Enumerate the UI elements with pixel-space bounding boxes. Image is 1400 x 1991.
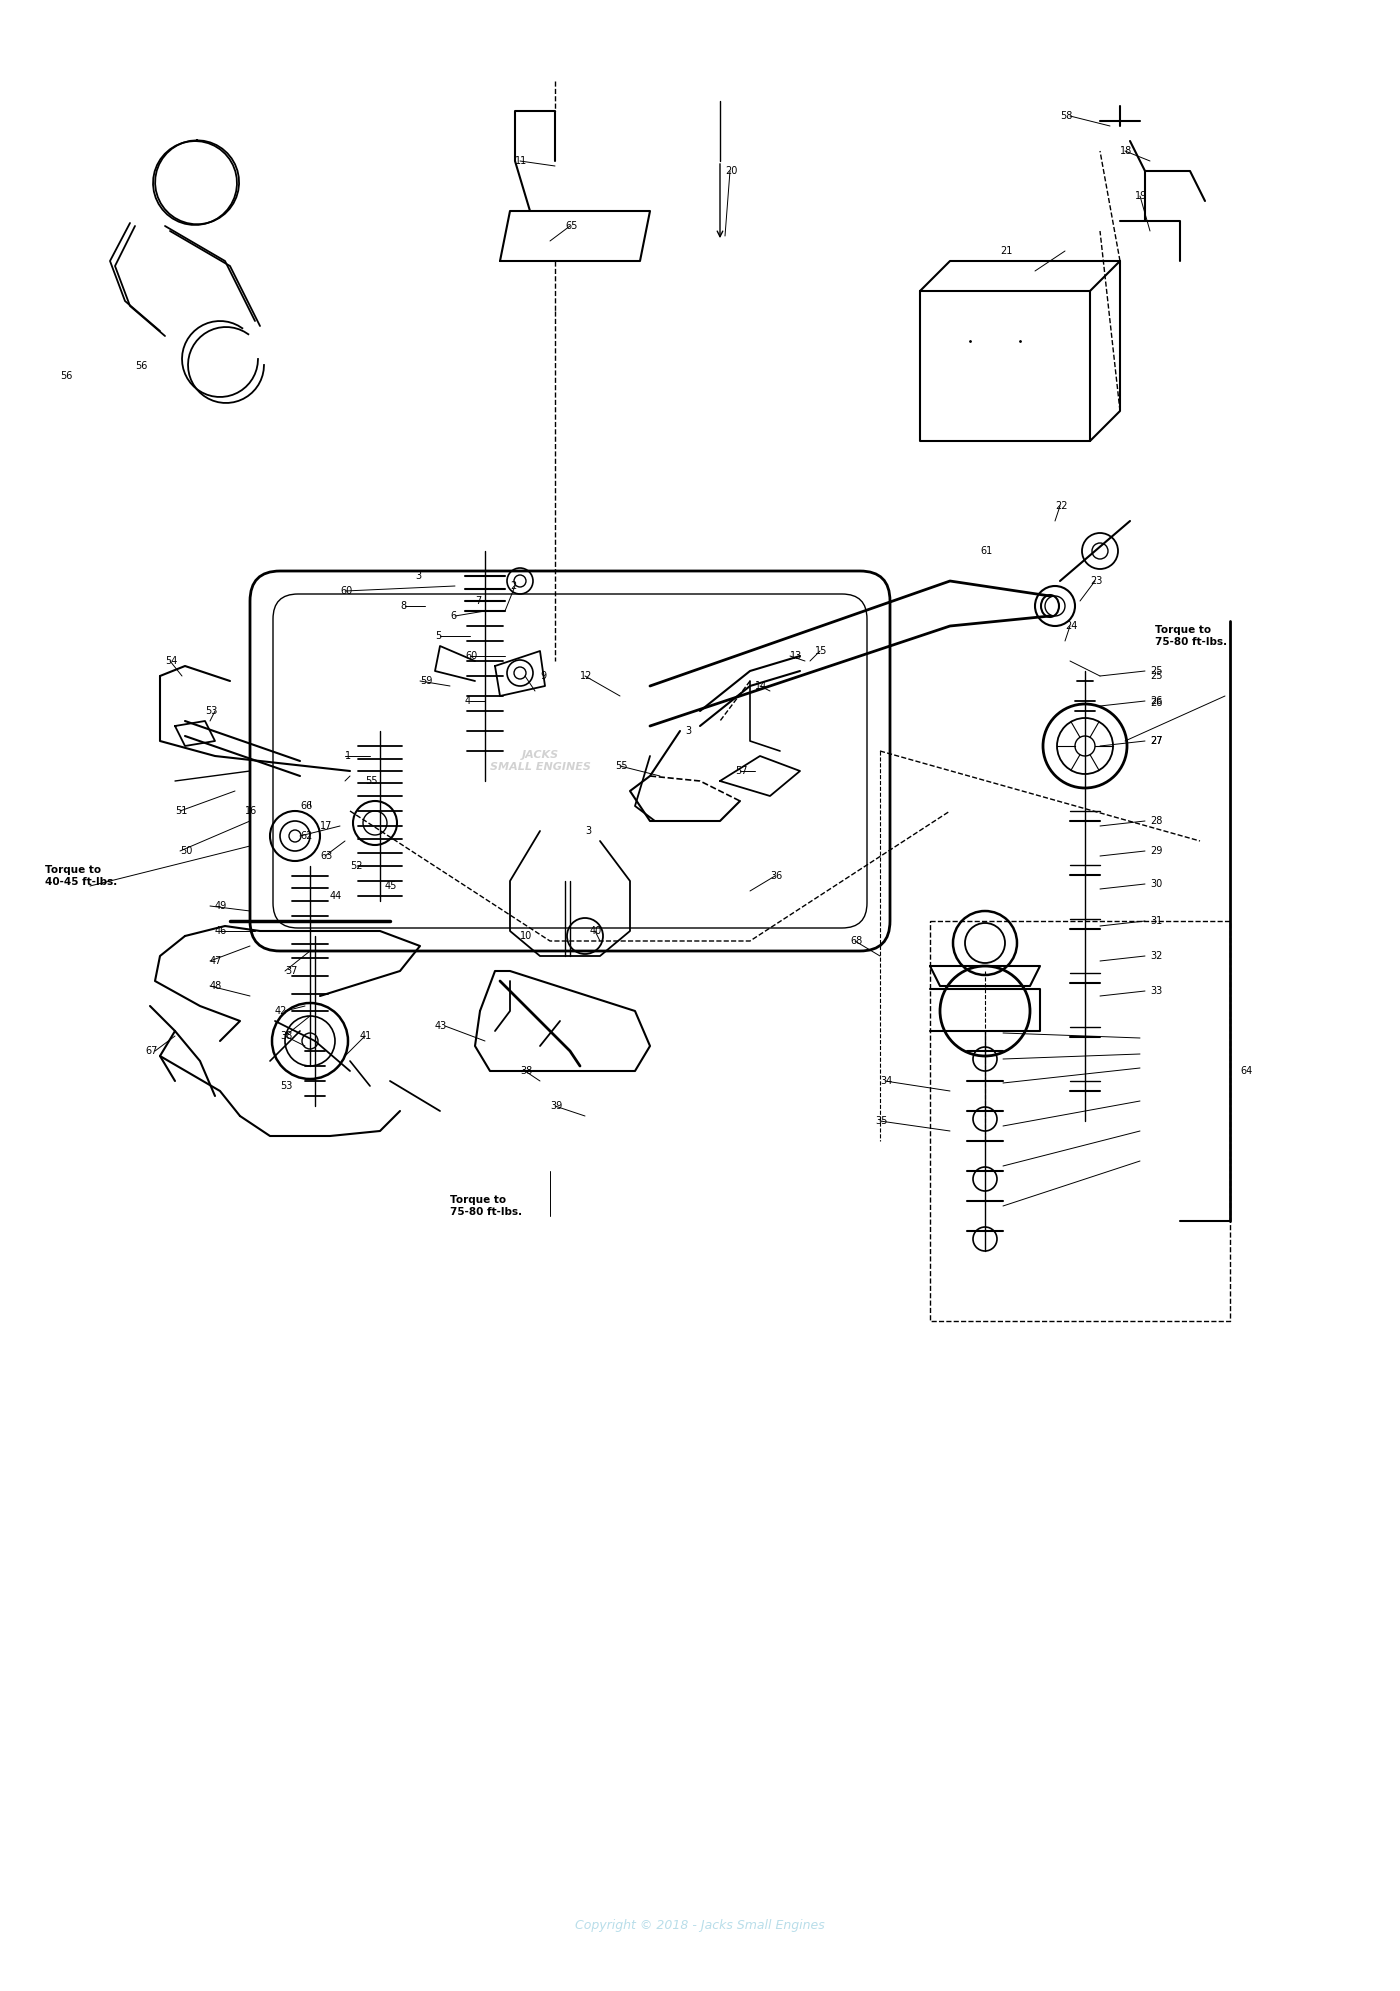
- Text: 39: 39: [550, 1101, 563, 1111]
- Text: 49: 49: [216, 902, 227, 912]
- Text: 53: 53: [204, 707, 217, 717]
- Text: 26: 26: [1149, 699, 1162, 709]
- Text: 62: 62: [300, 830, 312, 840]
- Text: 61: 61: [980, 546, 993, 555]
- Text: 17: 17: [321, 820, 332, 830]
- Text: Torque to
75-80 ft-lbs.: Torque to 75-80 ft-lbs.: [1155, 625, 1228, 647]
- Text: Torque to
40-45 ft-lbs.: Torque to 40-45 ft-lbs.: [45, 866, 118, 886]
- Text: 9: 9: [540, 671, 546, 681]
- Text: 40: 40: [589, 926, 602, 936]
- Text: 46: 46: [216, 926, 227, 936]
- Text: 57: 57: [735, 767, 748, 776]
- Text: 27: 27: [1149, 737, 1162, 747]
- Text: 7: 7: [475, 595, 482, 605]
- Text: 23: 23: [1091, 575, 1102, 585]
- Text: 27: 27: [1149, 737, 1162, 747]
- Text: 38: 38: [519, 1065, 532, 1075]
- Text: 6: 6: [449, 611, 456, 621]
- Text: 60: 60: [340, 585, 353, 595]
- Text: 56: 56: [60, 370, 73, 380]
- Text: 10: 10: [519, 932, 532, 942]
- Text: 48: 48: [210, 982, 223, 992]
- Text: 26: 26: [1149, 697, 1162, 707]
- Text: 63: 63: [321, 850, 332, 860]
- Text: 22: 22: [1056, 502, 1067, 512]
- Text: 56: 56: [134, 360, 147, 370]
- Text: 15: 15: [815, 645, 827, 655]
- Text: 29: 29: [1149, 846, 1162, 856]
- Text: Torque to
75-80 ft-lbs.: Torque to 75-80 ft-lbs.: [449, 1195, 522, 1217]
- Text: 55: 55: [365, 776, 378, 786]
- Text: 4: 4: [465, 697, 472, 707]
- Text: 3: 3: [585, 826, 591, 836]
- Text: 60: 60: [465, 651, 477, 661]
- Text: 51: 51: [175, 806, 188, 816]
- Text: 58: 58: [1060, 111, 1072, 121]
- Text: 35: 35: [875, 1117, 888, 1127]
- Text: 5: 5: [435, 631, 441, 641]
- Text: 1: 1: [344, 751, 351, 761]
- Text: 16: 16: [245, 806, 258, 816]
- Text: JACKS
SMALL ENGINES: JACKS SMALL ENGINES: [490, 751, 591, 773]
- Text: 36: 36: [770, 870, 783, 880]
- Text: 2: 2: [510, 581, 517, 591]
- Text: 38: 38: [280, 1031, 293, 1041]
- Text: 44: 44: [330, 892, 342, 902]
- Text: 28: 28: [1149, 816, 1162, 826]
- Text: 67: 67: [146, 1045, 157, 1055]
- Text: 19: 19: [1135, 191, 1147, 201]
- Text: 37: 37: [286, 966, 297, 976]
- Text: 52: 52: [350, 860, 363, 870]
- Text: 13: 13: [790, 651, 802, 661]
- Text: 25: 25: [1149, 667, 1162, 677]
- Text: 66: 66: [300, 800, 312, 810]
- Text: 25: 25: [1149, 671, 1162, 681]
- Text: 41: 41: [360, 1031, 372, 1041]
- Text: 8: 8: [400, 601, 406, 611]
- Text: 45: 45: [385, 880, 398, 892]
- Text: 42: 42: [274, 1005, 287, 1015]
- Text: 12: 12: [580, 671, 592, 681]
- Text: 33: 33: [1149, 986, 1162, 996]
- Text: 24: 24: [1065, 621, 1078, 631]
- Text: 68: 68: [850, 936, 862, 946]
- Text: 14: 14: [755, 681, 767, 691]
- Text: 18: 18: [1120, 145, 1133, 155]
- Text: Copyright © 2018 - Jacks Small Engines: Copyright © 2018 - Jacks Small Engines: [575, 1919, 825, 1933]
- Text: 65: 65: [566, 221, 577, 231]
- Text: 54: 54: [165, 655, 178, 667]
- Text: 21: 21: [1000, 247, 1012, 257]
- Text: 32: 32: [1149, 952, 1162, 962]
- Text: 34: 34: [881, 1075, 892, 1085]
- Text: 3: 3: [414, 571, 421, 581]
- Text: 50: 50: [181, 846, 192, 856]
- Text: 53: 53: [280, 1081, 293, 1091]
- Text: 20: 20: [725, 165, 738, 175]
- Text: 30: 30: [1149, 878, 1162, 890]
- Text: 64: 64: [1240, 1065, 1252, 1075]
- Text: 31: 31: [1149, 916, 1162, 926]
- Text: 43: 43: [435, 1021, 447, 1031]
- Text: 11: 11: [515, 155, 528, 165]
- Text: 47: 47: [210, 956, 223, 966]
- Text: 3: 3: [685, 727, 692, 737]
- Text: 59: 59: [420, 677, 433, 687]
- Text: 55: 55: [615, 761, 627, 771]
